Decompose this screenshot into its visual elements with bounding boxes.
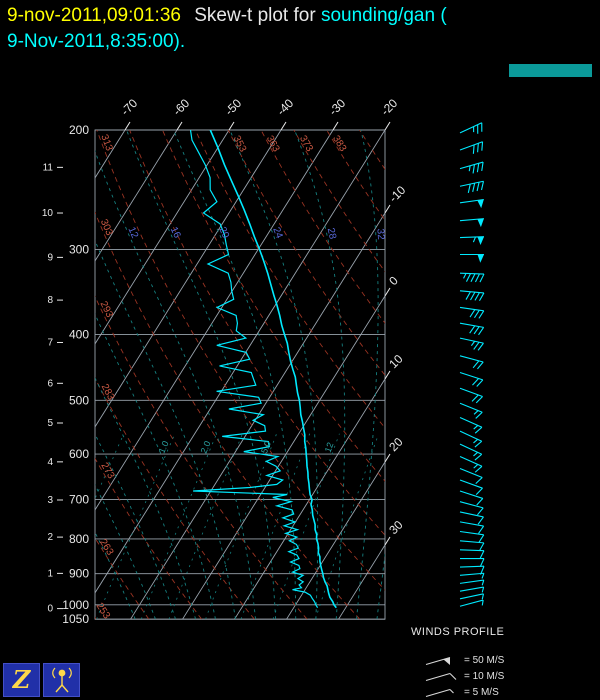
winds-profile-title: WINDS PROFILE <box>411 626 505 638</box>
svg-text:11: 11 <box>43 162 54 173</box>
svg-text:303: 303 <box>98 218 115 238</box>
svg-text:-30: -30 <box>326 96 348 118</box>
legend-label-10ms: = 10 M/S <box>464 670 505 682</box>
svg-text:1050: 1050 <box>62 612 89 626</box>
svg-text:383: 383 <box>330 134 348 154</box>
svg-text:353: 353 <box>231 134 249 154</box>
svg-text:500: 500 <box>69 393 89 407</box>
title-line-1: 9-nov-2011,09:01:36 Skew-t plot for soun… <box>7 3 447 29</box>
svg-text:0: 0 <box>386 273 401 288</box>
svg-text:12: 12 <box>126 225 141 240</box>
page-title: 9-nov-2011,09:01:36 Skew-t plot for soun… <box>7 3 447 55</box>
svg-text:32: 32 <box>374 228 386 240</box>
legend-row-10ms: = 10 M/S <box>424 669 504 683</box>
svg-text:5.0: 5.0 <box>259 440 273 455</box>
svg-text:24: 24 <box>270 226 284 241</box>
svg-text:263: 263 <box>97 537 115 557</box>
svg-text:20: 20 <box>216 225 231 240</box>
svg-text:1.0: 1.0 <box>157 439 171 454</box>
svg-text:900: 900 <box>69 567 89 581</box>
svg-text:-20: -20 <box>378 96 400 118</box>
svg-text:363: 363 <box>264 134 282 154</box>
svg-text:800: 800 <box>69 532 89 546</box>
sounding-traces <box>189 130 337 609</box>
svg-text:-40: -40 <box>274 96 296 118</box>
svg-text:5: 5 <box>47 418 53 429</box>
svg-text:-50: -50 <box>222 96 244 118</box>
svg-text:-70: -70 <box>118 96 140 118</box>
zebra-logo: Z <box>12 665 31 694</box>
svg-text:273: 273 <box>98 461 116 481</box>
svg-text:28: 28 <box>325 227 338 241</box>
svg-text:4: 4 <box>47 457 53 468</box>
moist-adiabat-labels: 12 16 20 24 28 32 <box>126 225 387 240</box>
svg-text:200: 200 <box>69 123 89 137</box>
svg-text:8: 8 <box>47 295 53 306</box>
svg-text:30: 30 <box>386 518 406 538</box>
svg-text:700: 700 <box>69 493 89 507</box>
wind-profile-barbs <box>459 122 485 607</box>
svg-text:16: 16 <box>168 225 183 240</box>
legend-row-50ms: = 50 M/S <box>424 653 504 667</box>
skewt-grid <box>94 129 386 620</box>
svg-text:1: 1 <box>47 568 53 579</box>
svg-text:2.0: 2.0 <box>199 440 213 455</box>
dry-adiabats <box>95 130 385 620</box>
svg-text:3: 3 <box>47 495 53 506</box>
svg-text:6: 6 <box>47 378 53 389</box>
wind-barb-flag-icon <box>425 656 451 666</box>
legend-label-50ms: = 50 M/S <box>464 654 505 666</box>
legend-row-5ms: = 5 M/S <box>424 685 499 699</box>
svg-text:20: 20 <box>386 435 406 455</box>
sounding-source-text: sounding/gan ( <box>320 5 447 26</box>
svg-text:-60: -60 <box>170 96 192 118</box>
svg-text:283: 283 <box>99 382 117 402</box>
subtitle-text: 9-Nov-2011,8:35:00). <box>7 31 186 52</box>
legend-label-5ms: = 5 M/S <box>464 686 499 698</box>
teal-indicator-bar <box>509 64 592 77</box>
zebra-z-button[interactable]: Z <box>3 663 40 697</box>
svg-text:12: 12 <box>323 441 336 454</box>
radiosonde-icon <box>51 667 72 693</box>
temperature-trace <box>209 130 337 609</box>
svg-text:1000: 1000 <box>62 598 89 612</box>
timestamp-text: 9-nov-2011,09:01:36 <box>7 5 181 26</box>
svg-text:7: 7 <box>47 337 53 348</box>
svg-text:253: 253 <box>94 601 113 621</box>
svg-text:300: 300 <box>69 243 89 257</box>
svg-text:2: 2 <box>47 532 53 543</box>
svg-text:373: 373 <box>297 134 315 154</box>
wind-barb-half-icon <box>425 688 454 698</box>
svg-text:600: 600 <box>69 447 89 461</box>
plot-title-text: Skew-t plot for <box>194 5 316 26</box>
svg-text:10: 10 <box>386 352 406 372</box>
mixing-ratio-lines <box>95 433 379 620</box>
svg-text:10: 10 <box>42 208 54 219</box>
moist-adiabats <box>95 130 385 620</box>
svg-text:0: 0 <box>47 604 53 615</box>
svg-text:9: 9 <box>47 252 53 263</box>
wind-barb-full-icon <box>425 672 457 682</box>
svg-text:-10: -10 <box>386 183 408 205</box>
mixing-ratio-labels: 1.0 2.0 5.0 12 <box>157 439 336 455</box>
dewpoint-trace <box>189 130 319 609</box>
radiosonde-launch-button[interactable] <box>43 663 80 697</box>
svg-text:400: 400 <box>69 327 89 341</box>
